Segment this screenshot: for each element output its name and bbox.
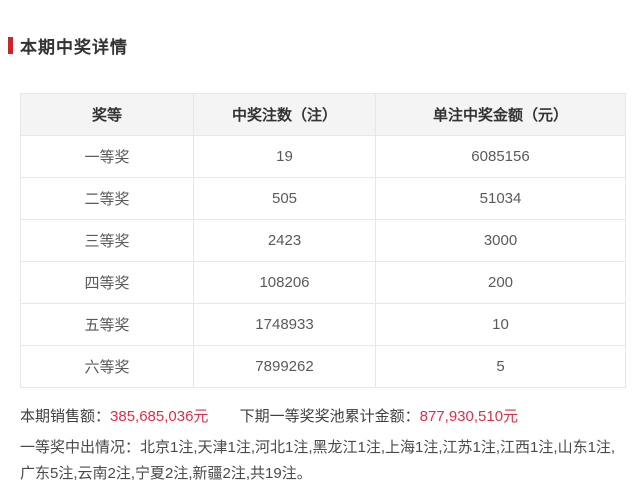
jackpot-label: 下期一等奖奖池累计金额： <box>239 408 420 425</box>
first-prize-distribution: 一等奖中出情况：北京1注,天津1注,河北1注,黑龙江1注,上海1注,江苏1注,江… <box>20 439 616 482</box>
table-row: 一等奖 19 6085156 <box>20 135 626 178</box>
prize-level-cell: 三等奖 <box>20 219 194 262</box>
single-amount-cell: 3000 <box>375 219 626 262</box>
winning-count-cell: 108206 <box>193 261 376 304</box>
sales-value: 385,685,036元 <box>110 408 209 425</box>
single-amount-cell: 200 <box>375 261 626 304</box>
table-row: 六等奖 7899262 5 <box>20 345 626 388</box>
jackpot-group: 下期一等奖奖池累计金额：877,930,510元 <box>240 408 518 425</box>
table-row: 二等奖 505 51034 <box>20 177 626 220</box>
winning-count-cell: 1748933 <box>193 303 376 346</box>
winning-count-cell: 19 <box>193 135 376 178</box>
single-amount-cell: 5 <box>375 345 626 388</box>
winning-count-cell: 7899262 <box>193 345 376 388</box>
table-row: 三等奖 2423 3000 <box>20 219 626 262</box>
prize-level-cell: 四等奖 <box>20 261 194 304</box>
table-header-row: 奖等 中奖注数（注） 单注中奖金额（元） <box>20 93 626 136</box>
page-title: 本期中奖详情 <box>20 38 128 57</box>
jackpot-value: 877,930,510元 <box>419 408 519 425</box>
header-winning-count: 中奖注数（注） <box>193 93 376 136</box>
sales-group: 本期销售额：385,685,036元 <box>20 408 213 425</box>
winning-count-cell: 505 <box>193 177 376 220</box>
section-title: 本期中奖详情 <box>8 33 640 58</box>
summary-line: 本期销售额：385,685,036元 下期一等奖奖池累计金额：877,930,5… <box>20 405 640 426</box>
single-amount-cell: 10 <box>375 303 626 346</box>
prize-table: 奖等 中奖注数（注） 单注中奖金额（元） 一等奖 19 6085156 二等奖 … <box>20 93 626 388</box>
single-amount-cell: 6085156 <box>375 135 626 178</box>
table-row: 四等奖 108206 200 <box>20 261 626 304</box>
sales-label: 本期销售额： <box>20 408 111 425</box>
header-prize-level: 奖等 <box>20 93 194 136</box>
header-single-amount: 单注中奖金额（元） <box>375 93 626 136</box>
winning-count-cell: 2423 <box>193 219 376 262</box>
table-row: 五等奖 1748933 10 <box>20 303 626 346</box>
prize-level-cell: 一等奖 <box>20 135 194 178</box>
prize-level-cell: 五等奖 <box>20 303 194 346</box>
prize-level-cell: 二等奖 <box>20 177 194 220</box>
prize-level-cell: 六等奖 <box>20 345 194 388</box>
single-amount-cell: 51034 <box>375 177 626 220</box>
red-accent-bar <box>8 37 13 54</box>
